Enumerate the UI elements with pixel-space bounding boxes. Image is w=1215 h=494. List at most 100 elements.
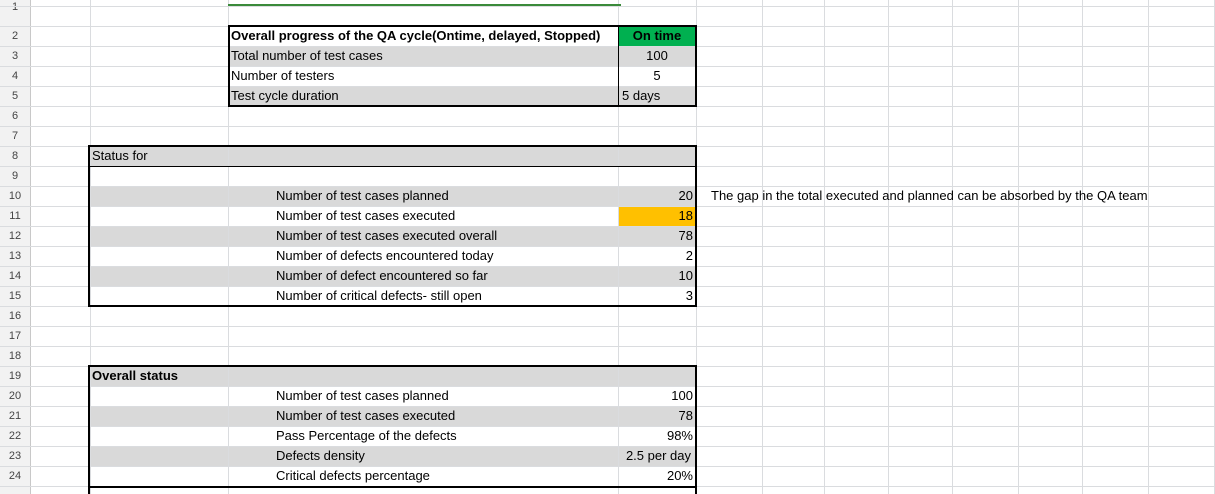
overall-border-right [695, 365, 697, 494]
grid-column-line [1018, 0, 1019, 494]
band-fill [619, 86, 695, 106]
overall-border-bottom [88, 486, 697, 488]
row-number[interactable]: 16 [8, 310, 22, 322]
row-number[interactable]: 14 [8, 270, 22, 282]
row-number[interactable]: 3 [11, 50, 19, 62]
status-title-underline [88, 166, 697, 167]
grid-column-line [952, 0, 953, 494]
overall-row-value[interactable]: 20% [666, 468, 693, 483]
row-number[interactable]: 6 [11, 110, 19, 122]
grid-column-line [618, 0, 619, 494]
grid-row-line [0, 186, 1215, 187]
status-row-value[interactable]: 2 [685, 248, 693, 263]
row-number[interactable]: 2 [11, 30, 19, 42]
row-number[interactable]: 12 [8, 230, 22, 242]
grid-row-line [0, 246, 1215, 247]
grid-row-line [0, 286, 1215, 287]
grid-row-line [0, 86, 1215, 87]
summary-row-value[interactable]: 100 [646, 48, 668, 63]
band-fill [90, 186, 695, 206]
band-fill [90, 226, 695, 246]
row-number[interactable]: 8 [11, 150, 19, 162]
band-fill [90, 366, 695, 386]
grid-column-line [1082, 0, 1083, 494]
summary-row-label[interactable]: Test cycle duration [231, 88, 339, 103]
row-number[interactable]: 13 [8, 250, 22, 262]
on-time-fill [619, 26, 695, 46]
status-row-label[interactable]: Number of defect encountered so far [276, 268, 488, 283]
status-row-value[interactable]: 18 [678, 208, 693, 223]
grid-row-line [0, 126, 1215, 127]
status-row-label[interactable]: Number of test cases executed overall [276, 228, 498, 243]
row-number[interactable]: 22 [8, 430, 22, 442]
status-row-label[interactable]: Number of critical defects- still open [276, 288, 482, 303]
grid-row-line [0, 406, 1215, 407]
status-row-label[interactable]: Number of test cases planned [276, 188, 449, 203]
executed-highlight-fill [619, 206, 695, 226]
overall-row-value[interactable]: 2.5 per day [625, 448, 691, 463]
grid-row-line [0, 226, 1215, 227]
overall-row-value[interactable]: 100 [671, 388, 693, 403]
row-number[interactable]: 21 [8, 410, 22, 422]
row-number[interactable]: 19 [8, 370, 22, 382]
row-number[interactable]: 24 [8, 470, 22, 482]
row-number[interactable]: 5 [11, 90, 19, 102]
status-row-value[interactable]: 20 [678, 188, 693, 203]
overall-row-label[interactable]: Critical defects percentage [276, 468, 430, 483]
row-number[interactable]: 17 [8, 330, 22, 342]
status-title[interactable]: Status for [92, 148, 148, 163]
grid-row-line [0, 426, 1215, 427]
overall-row-label[interactable]: Pass Percentage of the defects [276, 428, 457, 443]
grid-column-line [1148, 0, 1149, 494]
summary-header-label[interactable]: Overall progress of the QA cycle(Ontime,… [231, 28, 601, 43]
grid-row-line [0, 106, 1215, 107]
grid-row-line [0, 386, 1215, 387]
grid-row-line [0, 346, 1215, 347]
grid-column-line [824, 0, 825, 494]
row-number[interactable]: 1 [11, 1, 19, 13]
summary-header-value[interactable]: On time [632, 28, 682, 43]
status-row-value[interactable]: 3 [685, 288, 693, 303]
summary-row-value[interactable]: 5 [653, 68, 661, 83]
row-header-column [0, 0, 31, 494]
band-fill [90, 406, 695, 426]
summary-row-label[interactable]: Total number of test cases [231, 48, 383, 63]
grid-row-line [0, 66, 1215, 67]
status-row-value[interactable]: 78 [678, 228, 693, 243]
band-fill [230, 86, 619, 106]
overall-row-label[interactable]: Defects density [276, 448, 365, 463]
overall-title[interactable]: Overall status [92, 368, 178, 383]
overall-row-value[interactable]: 98% [666, 428, 693, 443]
band-fill [619, 46, 695, 66]
row-number[interactable]: 9 [11, 170, 19, 182]
grid-row-line [0, 46, 1215, 47]
grid-row-line [0, 26, 1215, 27]
row-number[interactable]: 15 [8, 290, 22, 302]
grid-row-line [0, 326, 1215, 327]
row-number[interactable]: 18 [8, 350, 22, 362]
status-note[interactable]: The gap in the total executed and planne… [711, 188, 1148, 203]
grid-row-line [0, 266, 1215, 267]
grid-row-line [0, 466, 1215, 467]
grid-row-line [0, 306, 1215, 307]
overall-border-left [88, 365, 90, 494]
summary-row-label[interactable]: Number of testers [231, 68, 335, 83]
row-number[interactable]: 20 [8, 390, 22, 402]
status-row-label[interactable]: Number of test cases executed [276, 208, 456, 223]
summary-divider [618, 25, 619, 107]
grid-row-line [0, 6, 1215, 7]
band-fill [230, 46, 619, 66]
summary-row-value[interactable]: 5 days [622, 88, 661, 103]
band-fill [90, 146, 695, 166]
overall-row-label[interactable]: Number of test cases executed [276, 408, 456, 423]
row-number[interactable]: 11 [9, 210, 21, 222]
row-number[interactable]: 10 [8, 190, 22, 202]
overall-row-value[interactable]: 78 [678, 408, 693, 423]
row-number[interactable]: 7 [11, 130, 19, 142]
overall-row-label[interactable]: Number of test cases planned [276, 388, 449, 403]
row-number[interactable]: 23 [8, 450, 22, 462]
row-number[interactable]: 4 [11, 70, 19, 82]
status-row-value[interactable]: 10 [678, 268, 693, 283]
status-row-label[interactable]: Number of defects encountered today [276, 248, 494, 263]
